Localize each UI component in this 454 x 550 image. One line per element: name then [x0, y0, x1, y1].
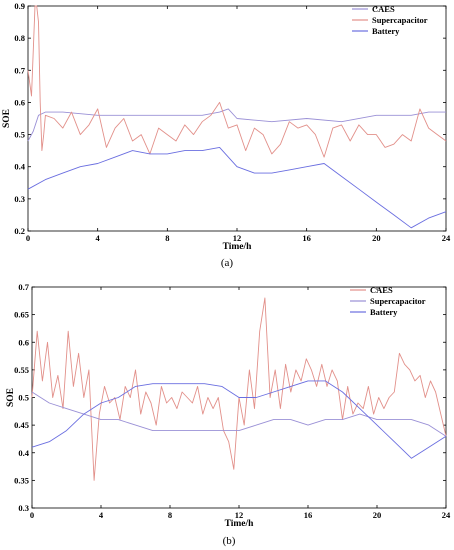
y-tick-label: 0.7	[18, 282, 29, 292]
series-line-battery	[31, 380, 447, 459]
x-axis-label: Time/h	[225, 519, 255, 529]
y-axis-label: SOE	[6, 388, 16, 407]
series-line-battery	[27, 146, 447, 229]
y-tick-label: 0.2	[14, 226, 25, 236]
y-axis-label: SOE	[2, 109, 12, 128]
x-tick-label: 20	[373, 510, 382, 520]
figure-caption: (b)	[223, 535, 236, 547]
series-line-supercapacitor	[27, 5, 447, 158]
y-tick-label: 0.7	[14, 65, 25, 75]
x-tick-label: 24	[442, 233, 451, 243]
y-tick-label: 0.9	[14, 1, 25, 11]
x-tick-label: 20	[372, 233, 381, 243]
y-tick-label: 0.8	[14, 33, 25, 43]
legend-label: CAES	[370, 285, 393, 295]
x-tick-label: 16	[304, 510, 313, 520]
x-tick-label: 24	[442, 510, 451, 520]
x-tick-label: 16	[302, 233, 311, 243]
x-tick-label: 0	[30, 510, 34, 520]
x-tick-label: 8	[168, 510, 172, 520]
y-tick-label: 0.4	[14, 162, 25, 172]
series-line-supercapacitor	[31, 391, 447, 437]
y-tick-label: 0.55	[14, 365, 29, 375]
x-tick-label: 8	[165, 233, 169, 243]
x-tick-label: 0	[26, 233, 30, 243]
x-tick-label: 12	[235, 510, 244, 520]
series-line-caes	[27, 108, 446, 142]
legend-label: Supercapacitor	[372, 15, 428, 25]
legend-label: CAES	[372, 4, 395, 14]
series-line-caes	[31, 297, 447, 481]
y-tick-label: 0.65	[14, 310, 29, 320]
legend-label: Battery	[370, 307, 398, 317]
y-tick-label: 0.3	[18, 503, 29, 513]
figure-caption: (a)	[221, 257, 234, 269]
y-tick-label: 0.45	[14, 420, 29, 430]
y-tick-label: 0.6	[18, 337, 29, 347]
x-tick-label: 4	[99, 510, 104, 520]
y-tick-label: 0.5	[18, 393, 29, 403]
x-tick-label: 12	[233, 233, 242, 243]
y-tick-label: 0.6	[14, 97, 25, 107]
x-tick-label: 4	[96, 233, 101, 243]
chart-panel-1: 0.2 0.3 0.4 0.5 0.6 0.7 0.8 0.9 0 4 8 12 16 20 24 Time/…	[2, 1, 451, 269]
y-tick-label: 0.3	[14, 194, 25, 204]
y-tick-label: 0.4	[18, 448, 29, 458]
x-axis-label: Time/h	[223, 242, 253, 252]
y-tick-label: 0.35	[14, 475, 29, 485]
y-tick-label: 0.5	[14, 130, 25, 140]
chart-panel-2: 0.3 0.35 0.4 0.45 0.5 0.55 0.6 0.65 0.7 0 4 8 12 16 20…	[6, 282, 451, 547]
legend-label: Supercapacitor	[370, 296, 426, 306]
legend-label: Battery	[372, 26, 400, 36]
